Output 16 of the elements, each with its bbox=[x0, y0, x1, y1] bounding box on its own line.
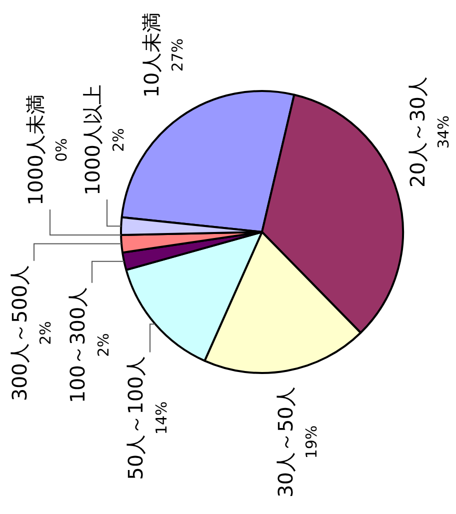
data-label: 27% bbox=[168, 38, 186, 72]
data-label: 2% bbox=[94, 333, 112, 357]
slice-label: 20人～30人 bbox=[406, 76, 430, 188]
data-label: 2% bbox=[36, 321, 54, 345]
data-label: 2% bbox=[109, 128, 128, 152]
data-label: 14% bbox=[152, 401, 170, 435]
data-label: 34% bbox=[434, 115, 452, 149]
slice-label: 50人～100人 bbox=[124, 356, 148, 480]
slice-label: 1000人以上 bbox=[80, 84, 105, 196]
slice-label: 10人未満 bbox=[140, 12, 164, 98]
data-label: 19% bbox=[302, 425, 320, 459]
category-label: 1000人未満 bbox=[24, 94, 48, 206]
slice-label: 100～300人 bbox=[66, 286, 90, 404]
text: 0% bbox=[52, 138, 70, 162]
slice-label: 300人～500人 bbox=[8, 264, 32, 402]
slice-label: 30人～50人 bbox=[274, 386, 298, 498]
